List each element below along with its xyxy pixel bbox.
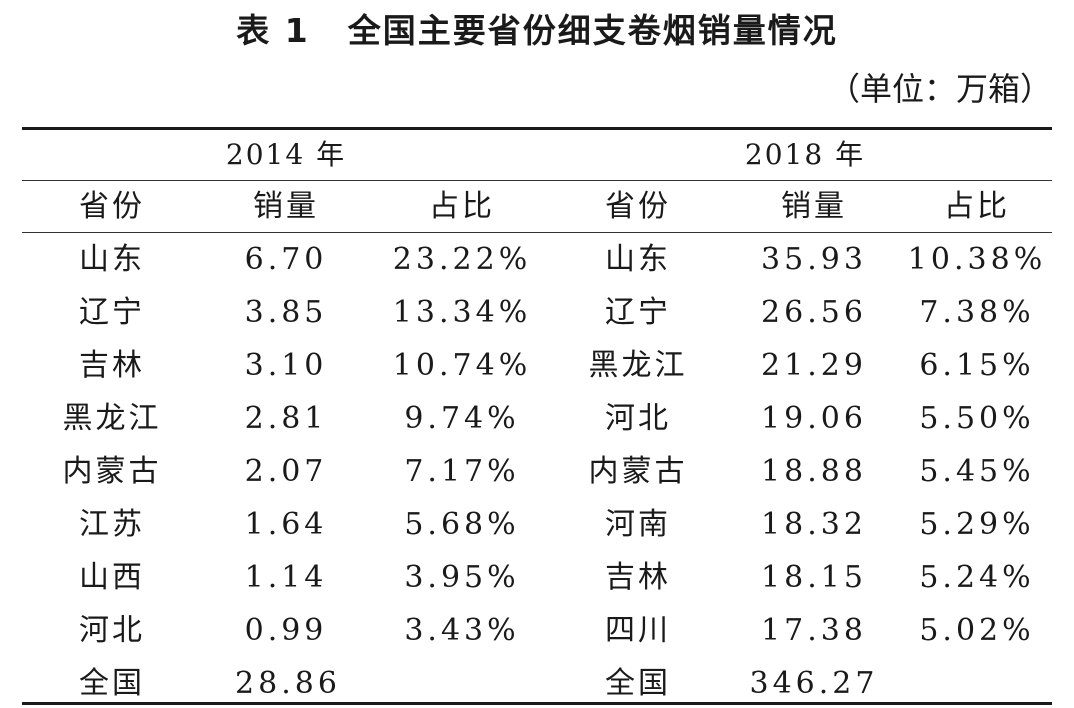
province-2014-cell: 吉林	[79, 348, 145, 383]
province-2014-cell: 黑龙江	[62, 401, 162, 436]
province-2018-cell: 辽宁	[605, 295, 671, 330]
province-2018-cell: 河北	[605, 401, 671, 436]
share-2018-cell: 6.15%	[919, 348, 1035, 383]
header-province-2014: 省份	[79, 189, 145, 224]
sales-2018-cell: 21.29	[761, 348, 867, 383]
province-2018-cell: 四川	[605, 613, 671, 648]
province-2018-cell: 山东	[605, 242, 671, 277]
sales-2018-cell: 17.38	[761, 613, 867, 648]
total-sales-2014: 28.86	[235, 666, 341, 701]
header-province-2018: 省份	[605, 189, 671, 224]
total-label-2018: 全国	[605, 666, 671, 701]
share-2014-cell: 13.34%	[392, 295, 532, 330]
share-2018-cell: 7.38%	[919, 295, 1035, 330]
sales-2018-cell: 35.93	[761, 242, 867, 277]
share-2018-cell: 5.24%	[919, 560, 1035, 595]
sales-2018-cell: 26.56	[761, 295, 867, 330]
share-2014-cell: 23.22%	[392, 242, 532, 277]
sales-2018-cell: 19.06	[761, 401, 867, 436]
share-2018-cell: 5.02%	[919, 613, 1035, 648]
share-2014-cell: 3.43%	[404, 613, 520, 648]
sales-2014-cell: 6.70	[244, 242, 328, 277]
share-2014-cell: 5.68%	[404, 507, 520, 542]
table-title-text: 全国主要省份细支卷烟销量情况	[347, 11, 838, 50]
header-share-2018: 占比	[944, 189, 1010, 224]
sales-2014-cell: 1.64	[244, 507, 328, 542]
year-2014-header: 2014 年	[225, 138, 347, 171]
table-number: 表 1	[236, 11, 310, 50]
table-title: 表 1 全国主要省份细支卷烟销量情况	[0, 4, 1074, 52]
province-2014-cell: 辽宁	[79, 295, 145, 330]
column-header-rule	[22, 232, 1052, 233]
total-sales-2018: 346.27	[749, 666, 879, 701]
sales-2018-cell: 18.32	[761, 507, 867, 542]
sales-2014-cell: 0.99	[244, 613, 328, 648]
province-2014-cell: 山西	[79, 560, 145, 595]
share-2018-cell: 5.29%	[919, 507, 1035, 542]
table-bottom-rule	[22, 702, 1052, 705]
province-2014-cell: 河北	[79, 613, 145, 648]
sales-2014-cell: 2.81	[244, 401, 328, 436]
year-header-rule	[22, 180, 1052, 181]
province-2018-cell: 黑龙江	[588, 348, 688, 383]
table-top-rule	[22, 127, 1052, 130]
header-sales-2018: 销量	[781, 189, 847, 224]
unit-note: （单位：万箱）	[827, 70, 1052, 108]
sales-2014-cell: 2.07	[244, 454, 328, 489]
province-2018-cell: 吉林	[605, 560, 671, 595]
sales-2018-cell: 18.15	[761, 560, 867, 595]
province-2014-cell: 山东	[79, 242, 145, 277]
share-2014-cell: 3.95%	[404, 560, 520, 595]
share-2014-cell: 10.74%	[392, 348, 532, 383]
sales-2018-cell: 18.88	[761, 454, 867, 489]
sales-2014-cell: 3.85	[244, 295, 328, 330]
header-share-2014: 占比	[429, 189, 495, 224]
total-label-2014: 全国	[79, 666, 145, 701]
year-2018-header: 2018 年	[744, 138, 866, 171]
share-2014-cell: 7.17%	[404, 454, 520, 489]
header-sales-2014: 销量	[253, 189, 319, 224]
province-2018-cell: 内蒙古	[588, 454, 688, 489]
sales-2014-cell: 1.14	[244, 560, 328, 595]
sales-2014-cell: 3.10	[244, 348, 328, 383]
province-2018-cell: 河南	[605, 507, 671, 542]
share-2014-cell: 9.74%	[404, 401, 520, 436]
share-2018-cell: 10.38%	[907, 242, 1047, 277]
province-2014-cell: 内蒙古	[62, 454, 162, 489]
province-2014-cell: 江苏	[79, 507, 145, 542]
share-2018-cell: 5.50%	[919, 401, 1035, 436]
share-2018-cell: 5.45%	[919, 454, 1035, 489]
